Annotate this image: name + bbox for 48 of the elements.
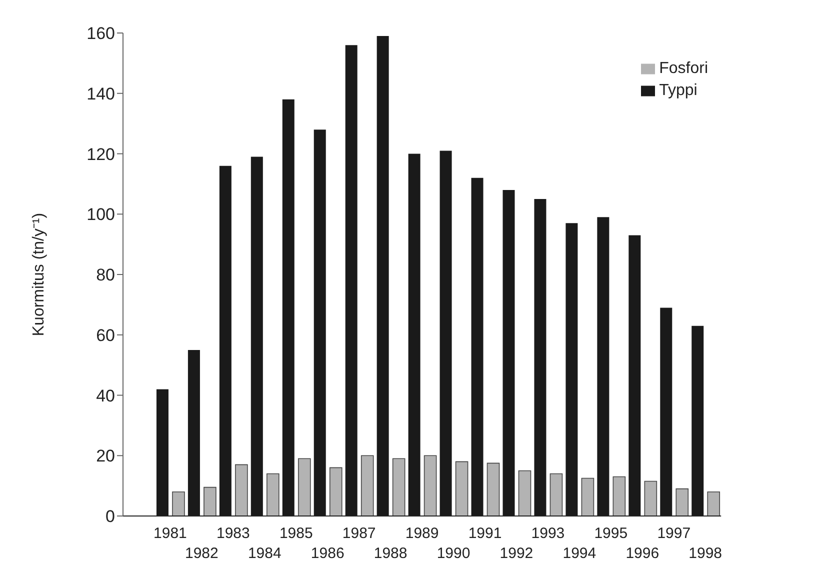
- x-tick-label: 1984: [248, 545, 282, 562]
- bar: [518, 470, 532, 516]
- y-tick-label: 100: [86, 205, 115, 224]
- legend-label: Fosfori: [659, 60, 708, 77]
- x-tick-label: 1989: [405, 525, 439, 542]
- bar: [204, 486, 216, 516]
- bar: [486, 462, 500, 516]
- bar: [298, 458, 311, 516]
- x-tick-label: 1987: [342, 525, 376, 542]
- y-tick-label: 20: [96, 446, 115, 466]
- y-tick-label: 60: [96, 326, 115, 345]
- legend-label: Typpi: [659, 82, 698, 99]
- x-tick-label: 1998: [688, 545, 722, 562]
- bar: [550, 473, 563, 516]
- bar: [707, 491, 720, 516]
- x-tick-label: 1986: [310, 545, 344, 562]
- x-tick-label: 1983: [216, 525, 250, 542]
- bar: [455, 461, 468, 516]
- x-tick-label: 1982: [185, 545, 218, 562]
- x-tick-label: 1981: [154, 525, 187, 542]
- y-tick-label: 120: [86, 144, 115, 164]
- bar: [360, 455, 374, 516]
- bar: [424, 455, 437, 516]
- y-tick-label: 40: [96, 386, 115, 406]
- bar: [172, 491, 185, 516]
- x-tick-label: 1990: [436, 545, 470, 562]
- bar: [644, 480, 658, 516]
- x-tick-label: 1992: [500, 545, 534, 562]
- x-tick-label: 1985: [279, 525, 313, 542]
- bar: [676, 488, 689, 516]
- bar: [392, 458, 406, 516]
- y-tick-label: 140: [86, 84, 115, 104]
- x-tick-label: 1993: [531, 525, 565, 542]
- y-tick-label: 160: [86, 24, 115, 44]
- y-axis-title: Kuormitus (tn/y⁻¹): [30, 212, 48, 336]
- x-tick-label: 1996: [626, 545, 660, 562]
- x-tick-label: 1988: [374, 545, 408, 562]
- x-tick-label: 1995: [594, 525, 628, 542]
- y-tick-label: 80: [96, 266, 115, 285]
- bar: [329, 467, 342, 516]
- bar: [581, 478, 594, 516]
- bar: [266, 473, 280, 516]
- x-tick-label: 1997: [657, 525, 691, 542]
- bar: [235, 464, 248, 516]
- x-tick-label: 1991: [468, 525, 502, 542]
- x-tick-label: 1994: [562, 545, 596, 562]
- y-tick-label: 0: [106, 507, 115, 526]
- bar: [612, 476, 626, 516]
